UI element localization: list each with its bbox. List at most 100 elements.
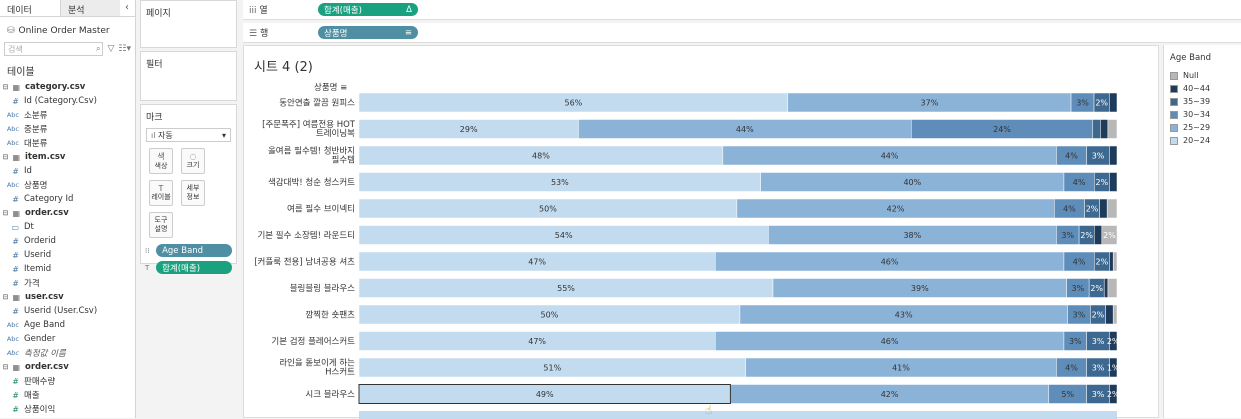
columns-shelf[interactable]: iii 열 합계(매출) Δ	[243, 0, 1241, 20]
field-item[interactable]: Abc Age Band	[0, 318, 135, 332]
field-label: Itemid	[24, 264, 52, 274]
table-item[interactable]: ⊟ ▦ order.csv	[0, 360, 135, 374]
field-item[interactable]: # Userid (User.Csv)	[0, 304, 135, 318]
field-item[interactable]: # Category Id	[0, 192, 135, 206]
bar-segment[interactable]	[1109, 384, 1118, 404]
legend-item[interactable]: 20~24	[1164, 134, 1241, 147]
bar-segment[interactable]	[1107, 119, 1118, 139]
datasource-item[interactable]: ⛁ Online Order Master	[0, 17, 135, 39]
bar-segment[interactable]	[1094, 225, 1103, 245]
field-item[interactable]: # Itemid	[0, 262, 135, 276]
field-item[interactable]: ▭ Dt	[0, 220, 135, 234]
search-input[interactable]: 검색 ⌕	[4, 42, 104, 56]
field-item[interactable]: Abc 중분류	[0, 122, 135, 136]
label-button[interactable]: T 레이블	[149, 180, 173, 206]
category-label[interactable]: [주문폭주] 여름전용 HOT 트레이닝복	[262, 119, 356, 139]
expand-icon[interactable]: ⊟	[2, 363, 9, 371]
bar-segment[interactable]	[1112, 304, 1118, 325]
legend-item[interactable]: Null	[1164, 69, 1241, 82]
field-item[interactable]: Abc 대분류	[0, 136, 135, 150]
legend-swatch	[1170, 136, 1178, 145]
expand-icon[interactable]: ⊟	[2, 83, 9, 91]
tab-analysis[interactable]: 분석	[60, 0, 120, 16]
expand-icon[interactable]: ⊟	[2, 209, 9, 217]
legend-item[interactable]: 25~29	[1164, 121, 1241, 134]
field-item[interactable]: # Userid	[0, 248, 135, 262]
legend-swatch	[1170, 110, 1178, 119]
bar-segment[interactable]	[1103, 278, 1109, 298]
detail-button[interactable]: 세부 정보	[181, 180, 205, 206]
category-label[interactable]: 블링블링 블라우스	[290, 283, 355, 294]
category-label[interactable]: 기본 검정 플레어스커트	[271, 336, 355, 347]
mark-pill[interactable]: 합계(매출)	[156, 261, 232, 274]
mark-pill[interactable]: Age Band	[156, 244, 232, 257]
expand-icon[interactable]: ⊟	[2, 153, 9, 161]
field-item[interactable]: # 매출	[0, 388, 135, 402]
columns-pill[interactable]: 합계(매출) Δ	[318, 3, 418, 16]
tab-data[interactable]: 데이터	[0, 0, 60, 16]
bar-segment[interactable]	[1109, 92, 1118, 113]
field-label: 가격	[24, 279, 40, 289]
pages-card[interactable]: 페이지	[140, 0, 237, 48]
bar-segment[interactable]	[1107, 278, 1118, 298]
data-label: 44%	[736, 125, 754, 134]
field-item[interactable]: Abc Gender	[0, 332, 135, 346]
bar-segment[interactable]	[1101, 225, 1118, 245]
filter-icon[interactable]: ▽	[107, 44, 115, 54]
category-label[interactable]: 동안연출 깔끔 원피스	[279, 98, 355, 109]
legend-item[interactable]: 40~44	[1164, 82, 1241, 95]
category-label[interactable]: 올여름 필수템! 청반바지 필수템	[268, 146, 355, 166]
rows-pill[interactable]: 상품명 ≡	[318, 26, 418, 39]
bar-segment[interactable]	[1099, 198, 1108, 219]
field-item[interactable]: # Id	[0, 164, 135, 178]
filters-title: 필터	[146, 60, 163, 70]
legend-item[interactable]: 35~39	[1164, 95, 1241, 108]
field-item[interactable]: # 상품이익	[0, 402, 135, 416]
table-item[interactable]: ⊟ ▦ user.csv	[0, 290, 135, 304]
field-item[interactable]: Abc 소분류	[0, 108, 135, 122]
mark-type-select[interactable]: ıl 자동 ▾	[146, 128, 231, 142]
bar-segment[interactable]	[1112, 251, 1118, 272]
filters-card[interactable]: 필터	[140, 51, 237, 101]
collapse-icon[interactable]: ‹	[125, 2, 129, 13]
bar-segment[interactable]	[1109, 172, 1118, 192]
bar-segment[interactable]	[1109, 331, 1118, 351]
row-header[interactable]: 상품명 ≡	[314, 81, 347, 93]
field-item[interactable]: # Id (Category.Csv)	[0, 94, 135, 108]
expand-icon[interactable]: ⊟	[2, 293, 9, 301]
table-item[interactable]: ⊟ ▦ item.csv	[0, 150, 135, 164]
category-label[interactable]: 기본 필수 소장템! 라운드티	[257, 230, 355, 241]
view-options-icon[interactable]: ☷▾	[118, 44, 131, 54]
category-label[interactable]: 여름 필수 브이넥티	[287, 204, 355, 215]
field-item[interactable]: Abc 측정값 이름	[0, 346, 135, 360]
sheet-title: 시트 4 (2)	[254, 60, 313, 75]
field-label: Id (Category.Csv)	[24, 96, 97, 106]
category-label[interactable]: 깜찍한 숏팬츠	[305, 310, 355, 321]
legend-item[interactable]: 30~34	[1164, 108, 1241, 121]
table-item[interactable]: ⊟ ▦ category.csv	[0, 80, 135, 94]
bar-segment[interactable]	[1109, 357, 1118, 378]
bar-segment[interactable]	[1092, 119, 1101, 139]
bar-segment[interactable]	[1109, 251, 1114, 272]
bar-segment[interactable]	[359, 411, 1117, 419]
color-button[interactable]: 색 색상	[149, 148, 173, 174]
bar-segment[interactable]	[1100, 119, 1109, 139]
rows-shelf[interactable]: ☰ 행 상품명 ≡	[243, 23, 1241, 43]
field-item[interactable]: Abc 상품명	[0, 178, 135, 192]
data-label: 3%	[1092, 364, 1105, 373]
field-item[interactable]: # Orderid	[0, 234, 135, 248]
bar-segment[interactable]	[1106, 198, 1118, 219]
category-label[interactable]: 라인을 돋보이게 하는 H스커트	[279, 358, 355, 378]
size-button[interactable]: ◌ 크기	[181, 148, 205, 174]
data-label: 2%	[1090, 284, 1103, 293]
category-label[interactable]: [커플룩 전용] 남녀공용 셔츠	[254, 257, 355, 268]
bar-segment[interactable]	[1109, 145, 1118, 166]
category-label[interactable]: 시크 블라우스	[305, 389, 355, 400]
field-item[interactable]: # 가격	[0, 276, 135, 290]
table-item[interactable]: ⊟ ▦ order.csv	[0, 206, 135, 220]
tooltip-button[interactable]: 도구 설명	[149, 212, 173, 238]
field-label: Id	[24, 166, 32, 176]
field-item[interactable]: # 판매수량	[0, 374, 135, 388]
category-label[interactable]: 색감대박! 청순 청스커트	[268, 177, 355, 188]
bar-segment[interactable]	[1105, 304, 1114, 325]
